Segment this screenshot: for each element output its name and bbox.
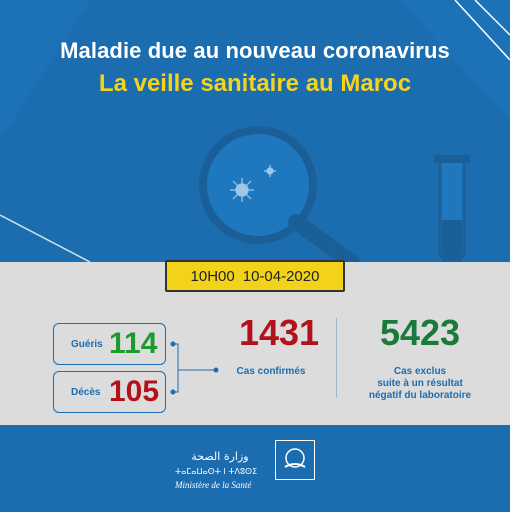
date-bar: 10H00 10-04-2020 [165,260,345,292]
deaths-box: Décès 105 [53,371,166,413]
ministry-logo-icon [275,440,315,480]
bracket-connector [170,341,219,395]
recovered-label: Guéris [71,338,103,350]
ministry-arabic: وزارة الصحة [191,450,249,463]
ministry-french: Ministère de la Santé [175,480,252,490]
time-label: 10H00 [190,267,235,285]
decoration-svg [0,0,510,262]
virus-icon [230,165,276,202]
excluded-label-line2: suite à un résultat [377,378,463,389]
magnifier-icon [199,126,360,262]
excluded-value: 5423 [379,312,461,353]
date-label: 10-04-2020 [242,267,320,285]
excluded-label-line1: Cas exclus [393,366,447,377]
page-subtitle: La veille sanitaire au Maroc [98,70,412,97]
deaths-label: Décès [71,386,101,398]
page-title: Maladie due au nouveau coronavirus [60,38,450,63]
divider [336,318,337,398]
ministry-tifinagh: ⵜⴰⵎⴰⵡⴰⵙⵜ ⵏ ⵜⴷⵓⵙⵉ [175,467,258,476]
deaths-value: 105 [109,375,160,408]
excluded-label: Cas exclus suite à un résultat négatif d… [330,366,510,402]
confirmed-label: Cas confirmés [236,366,306,377]
footer-background [0,425,510,512]
header-background: Maladie due au nouveau coronavirus La ve… [0,0,510,262]
recovered-value: 114 [109,327,158,360]
confirmed-value: 1431 [238,312,320,353]
recovered-box: Guéris 114 [53,323,166,365]
excluded-label-line3: négatif du laboratoire [368,390,472,401]
test-tube-icon [434,155,470,262]
ministry-block: وزارة الصحة ⵜⴰⵎⴰⵡⴰⵙⵜ ⵏ ⵜⴷⵓⵙⵉ Ministère d… [175,450,325,490]
